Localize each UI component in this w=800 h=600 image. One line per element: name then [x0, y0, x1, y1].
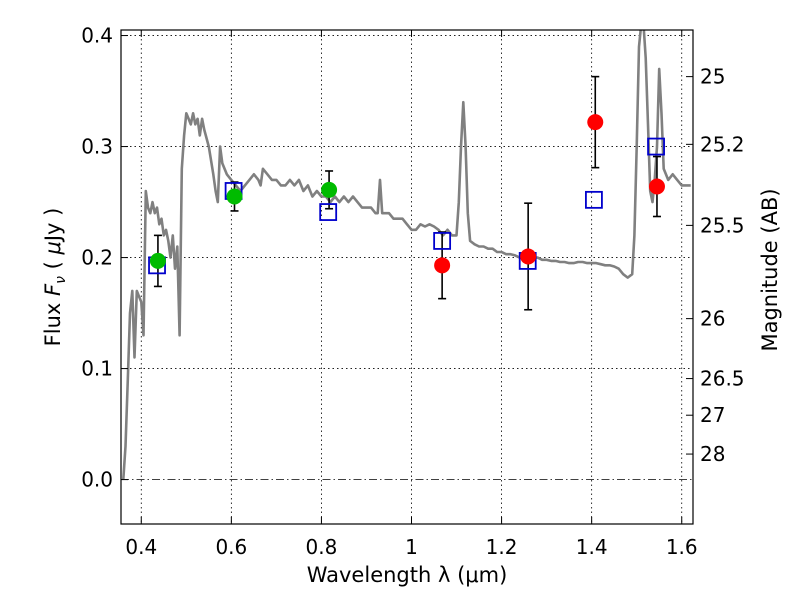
filled-circle-marker [149, 252, 166, 269]
x-axis-title: Wavelength λ (μm) [307, 563, 508, 587]
right-tick-label: 26 [700, 307, 725, 331]
y-axis-title-nu: ν [53, 276, 69, 284]
filled-circle-marker [321, 181, 338, 198]
grid-layer [121, 30, 693, 524]
model-spectrum [122, 30, 691, 480]
tick-labels: 0.4 0.6 0.8 1 1.2 1.4 1.6 0.0 0.1 0.2 0.3 0.4 25 25.2… [81, 24, 744, 559]
x-tick-label: 0.4 [125, 535, 157, 559]
y-tick-label: 0.4 [81, 24, 113, 48]
y-axis-title-unit: ( [41, 255, 65, 277]
x-tick-label: 0.6 [215, 535, 247, 559]
x-tick-label: 1.2 [486, 535, 518, 559]
filled-circle-marker [520, 248, 537, 265]
model-spectrum-line [122, 30, 691, 480]
right-tick-label: 25.2 [700, 132, 745, 156]
open-square-marker [585, 190, 603, 209]
y-axis-title-mu: μ [41, 241, 65, 255]
data-markers [148, 114, 665, 275]
x-tick-label: 1 [405, 535, 418, 559]
y-axis-title-unit-end: Jy ) [41, 208, 65, 244]
open-square-marker [647, 137, 665, 156]
x-tick-label: 1.6 [666, 535, 698, 559]
right-tick-label: 26.5 [700, 367, 745, 391]
right-axis-title: Magnitude (AB) [758, 188, 782, 351]
x-tick-label: 1.4 [576, 535, 608, 559]
x-tick-label: 0.8 [306, 535, 338, 559]
filled-circle-marker [226, 188, 243, 205]
open-square-marker [319, 203, 338, 221]
y-tick-label: 0.1 [81, 357, 113, 381]
filled-circle-marker [434, 257, 451, 274]
right-tick-label: 25 [700, 65, 725, 89]
y-tick-label: 0.3 [81, 135, 113, 159]
right-tick-label: 28 [700, 442, 725, 466]
filled-circle-marker [648, 178, 665, 195]
y-tick-label: 0.0 [81, 468, 113, 492]
y-axis-title-f: F [41, 283, 65, 296]
right-tick-label: 25.5 [700, 213, 745, 237]
y-tick-label: 0.2 [81, 246, 113, 270]
axis-ticks [121, 30, 693, 524]
y-axis-title-prefix: Flux [41, 296, 65, 346]
filled-circle-marker [587, 114, 604, 131]
y-axis-title: Flux Fν ( μJy ) [41, 208, 69, 347]
right-tick-label: 27 [700, 403, 725, 427]
open-square-marker [433, 232, 452, 250]
plot-frame [120, 29, 694, 525]
